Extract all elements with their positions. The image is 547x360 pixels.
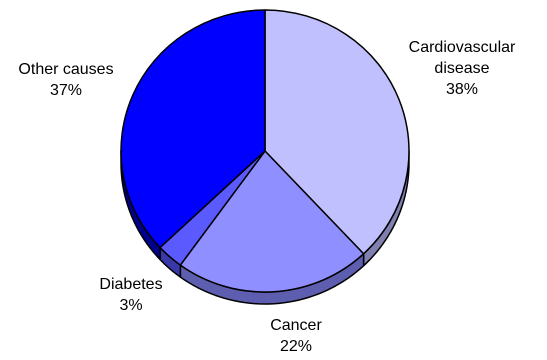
slice-label-text: Cardiovascular [409,39,516,56]
slice-label-cardiovascular-disease: Cardiovascular disease 38% [409,39,516,98]
pie-slice-cancer [179,150,365,293]
slice-value-label: 22% [280,338,312,355]
pie-slice-other-causes [120,9,266,249]
pie-labels-layer: Cardiovascular disease 38% Cancer 22% Diabete… [18,39,516,355]
slice-label-text: Cancer [270,317,322,334]
slice-label-text: Other causes [18,61,113,78]
slice-value-label: 3% [119,297,142,314]
pie-depth-layer [120,150,410,305]
slice-value-label: 38% [446,81,478,98]
slice-value-label: 37% [50,82,82,99]
slice-label-diabetes: Diabetes 3% [99,276,162,314]
slice-label-text: Diabetes [99,276,162,293]
slice-label-cancer: Cancer 22% [270,317,322,355]
pie-slices-layer [120,9,410,293]
slice-label-other-causes: Other causes 37% [18,61,113,99]
slice-label-text: disease [434,60,489,77]
pie-slice-cardiovascular-disease [264,9,410,255]
